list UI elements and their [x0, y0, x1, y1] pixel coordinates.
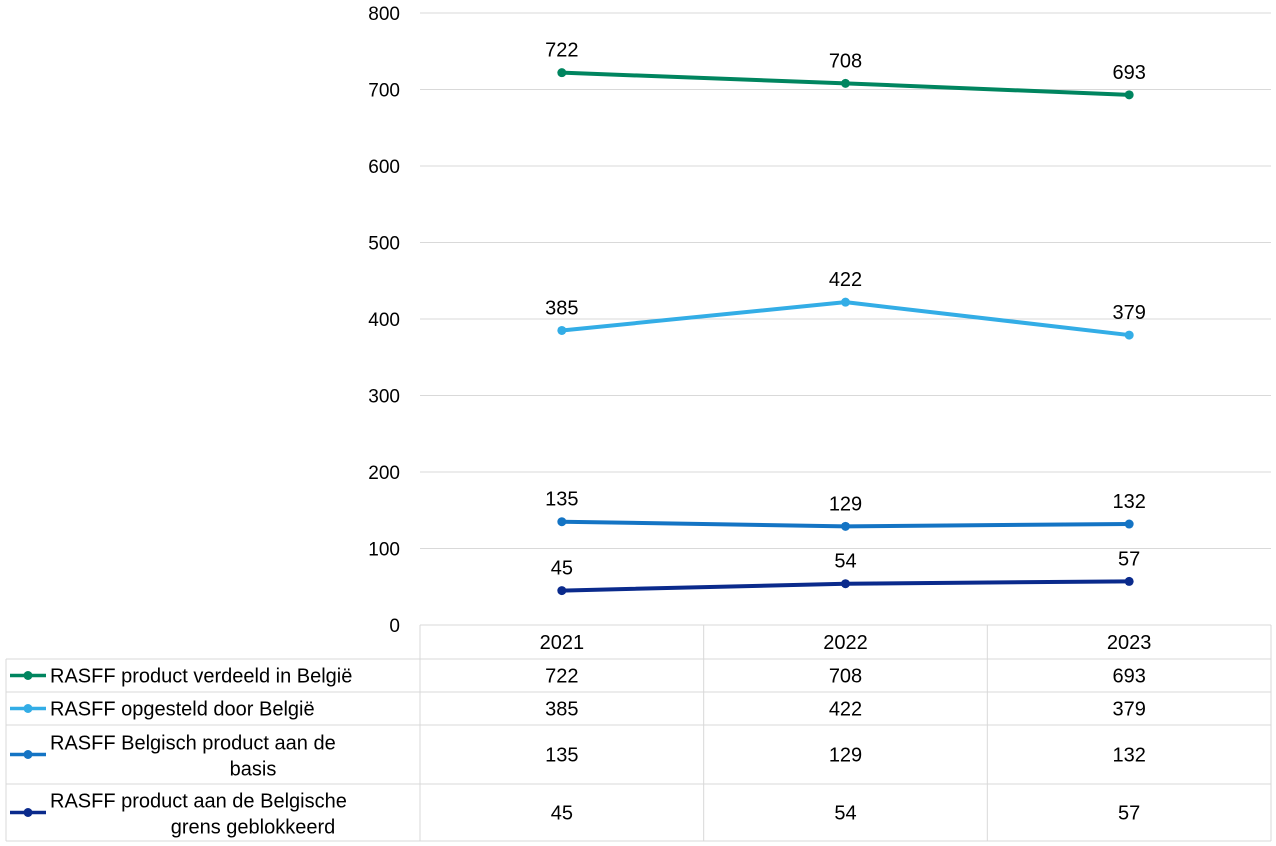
data-point: [1124, 519, 1134, 529]
legend-entry: RASFF opgesteld door België: [50, 699, 315, 721]
data-label: 379: [1112, 302, 1145, 324]
data-point: [1124, 330, 1134, 340]
data-label: 45: [551, 558, 573, 580]
data-point: [557, 68, 567, 78]
x-tick-label: 2021: [540, 632, 585, 654]
legend-entry: RASFF Belgisch product aan de basis: [50, 733, 336, 781]
y-tick-label: 400: [368, 310, 400, 331]
y-tick-label: 0: [389, 616, 400, 637]
data-point: [841, 521, 850, 531]
series-4: 45 54 57: [551, 548, 1140, 596]
data-point: [1124, 90, 1134, 100]
data-point: [557, 325, 567, 335]
table-cell-value: 57: [1118, 803, 1140, 825]
series-lines: 722 708 693 385 422 379 135 129 132 45 54 57: [545, 40, 1146, 596]
table-cell-value: 708: [829, 666, 862, 688]
y-tick-label: 200: [368, 463, 400, 484]
legend-key-marker: [23, 671, 33, 680]
table-cell-value: 54: [834, 803, 856, 825]
series-2: 385 422 379: [545, 269, 1146, 340]
gridlines: [420, 12, 1271, 549]
data-label: 129: [829, 493, 862, 515]
legend-entry: RASFF product verdeeld in België: [50, 666, 352, 688]
x-tick-label: 2022: [823, 632, 868, 654]
data-point: [557, 517, 567, 527]
legend-key-marker: [23, 704, 33, 713]
y-tick-label: 700: [368, 81, 400, 102]
data-label: 135: [545, 489, 578, 511]
y-tick-label: 600: [368, 157, 400, 178]
data-point: [841, 297, 850, 307]
data-label: 708: [829, 50, 862, 72]
data-label: 385: [545, 297, 578, 319]
data-label: 54: [834, 551, 856, 573]
data-label: 422: [829, 269, 862, 291]
y-tick-label: 500: [368, 234, 400, 255]
data-label: 693: [1112, 62, 1145, 84]
legend-key-marker: [23, 750, 33, 759]
data-table: 2021 2022 2023 RASFF product verdeeld in Be…: [5, 624, 1272, 842]
data-label: 132: [1112, 491, 1145, 513]
y-tick-label: 100: [368, 540, 400, 561]
data-label: 57: [1118, 548, 1140, 570]
table-cell-value: 722: [545, 666, 578, 688]
data-point: [1124, 576, 1134, 586]
x-tick-label: 2023: [1107, 632, 1152, 654]
table-cell-value: 379: [1112, 699, 1145, 721]
data-label: 722: [545, 40, 578, 62]
y-axis-ticks: 0 100 200 300 400 500 600 700 800: [368, 4, 400, 637]
data-point: [841, 78, 850, 88]
y-tick-label: 800: [368, 4, 400, 25]
table-cell-value: 385: [545, 699, 578, 721]
table-cell-value: 135: [545, 745, 578, 767]
table-cell-value: 132: [1112, 745, 1145, 767]
table-cell-value: 129: [829, 745, 862, 767]
data-point: [557, 586, 567, 596]
legend-entry: RASFF product aan de Belgische grens gebl…: [50, 791, 347, 839]
table-cell-value: 693: [1112, 666, 1145, 688]
legend-key-marker: [23, 808, 33, 817]
table-cell-value: 45: [551, 803, 573, 825]
y-tick-label: 300: [368, 387, 400, 408]
data-point: [841, 579, 850, 589]
table-cell-value: 422: [829, 699, 862, 721]
series-3: 135 129 132: [545, 489, 1146, 531]
series-1: 722 708 693: [545, 40, 1146, 100]
